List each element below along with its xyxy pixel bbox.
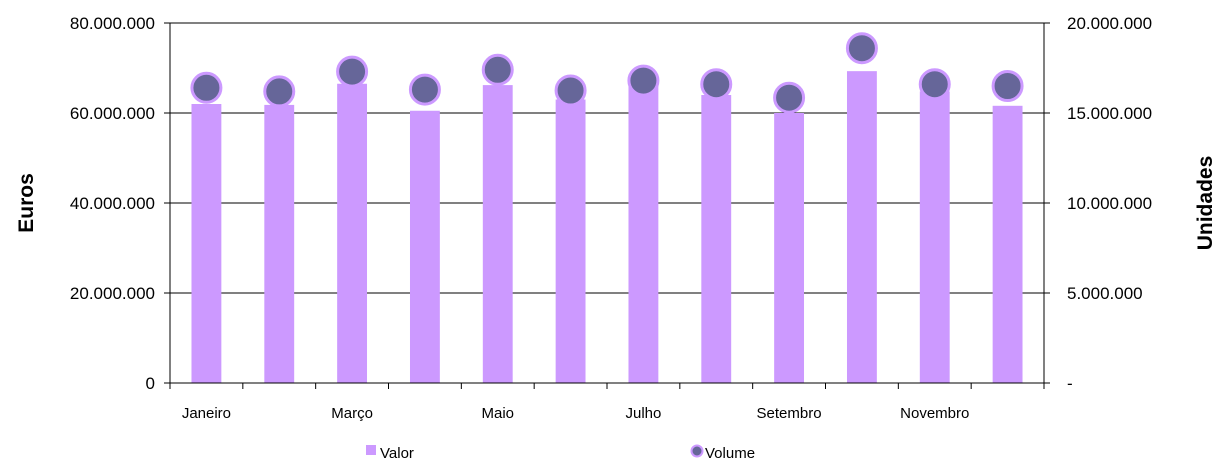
left-tick-label: 80.000.000 (70, 14, 155, 33)
bar (482, 85, 513, 383)
bar (846, 71, 877, 384)
right-tick-label: 20.000.000 (1067, 14, 1152, 33)
scatter-series-volume (190, 32, 1024, 114)
left-axis-title: Euros (15, 173, 38, 233)
bar (701, 95, 732, 383)
gridlines (170, 22, 1044, 294)
x-tick-label: Maio (481, 405, 514, 422)
bar-series-valor (191, 71, 1023, 384)
x-tick-label: Setembro (757, 405, 822, 422)
scatter-point (700, 68, 733, 101)
left-tick-label: 40.000.000 (70, 194, 155, 213)
bar (191, 104, 222, 383)
legend: Valor Volume (366, 444, 755, 459)
scatter-point (845, 32, 878, 65)
right-tick-label: 10.000.000 (1067, 194, 1152, 213)
bar (555, 99, 586, 383)
scatter-point (408, 73, 441, 106)
right-axis-title: Unidades (1194, 156, 1217, 251)
right-tick-label: - (1067, 374, 1073, 393)
axes (164, 22, 1050, 389)
scatter-point (190, 71, 223, 104)
scatter-point (263, 75, 296, 108)
bar (919, 91, 950, 384)
bar (628, 83, 659, 383)
legend-label-volume: Volume (705, 445, 755, 459)
x-tick-label: Março (331, 405, 373, 422)
legend-label-valor: Valor (380, 445, 414, 459)
left-tick-label: 60.000.000 (70, 104, 155, 123)
right-axis-tick-labels: - 5.000.000 10.000.000 15.000.000 20.000.000 (1067, 14, 1152, 393)
scatter-point (773, 81, 806, 114)
scatter-point (918, 68, 951, 101)
bar (409, 110, 440, 383)
bar (337, 83, 368, 383)
x-tick-label: Julho (625, 405, 661, 422)
bar (774, 113, 805, 383)
right-tick-label: 5.000.000 (1067, 284, 1143, 303)
bar (264, 104, 295, 384)
x-tick-label: Janeiro (182, 405, 231, 422)
x-axis-tick-labels: Janeiro Março Maio Julho Setembro Novembro (182, 405, 970, 422)
scatter-point (554, 74, 587, 107)
legend-marker-volume (690, 444, 704, 458)
x-tick-label: Novembro (900, 405, 969, 422)
bar (992, 105, 1023, 384)
left-tick-label: 0 (146, 374, 155, 393)
scatter-point (481, 53, 514, 86)
scatter-point (991, 70, 1024, 102)
legend-swatch-valor (366, 445, 376, 455)
scatter-point (627, 64, 660, 97)
left-tick-label: 20.000.000 (70, 284, 155, 303)
left-axis-tick-labels: 0 20.000.000 40.000.000 60.000.000 80.000.00… (70, 14, 155, 393)
right-tick-label: 15.000.000 (1067, 104, 1152, 123)
scatter-point (336, 55, 369, 88)
